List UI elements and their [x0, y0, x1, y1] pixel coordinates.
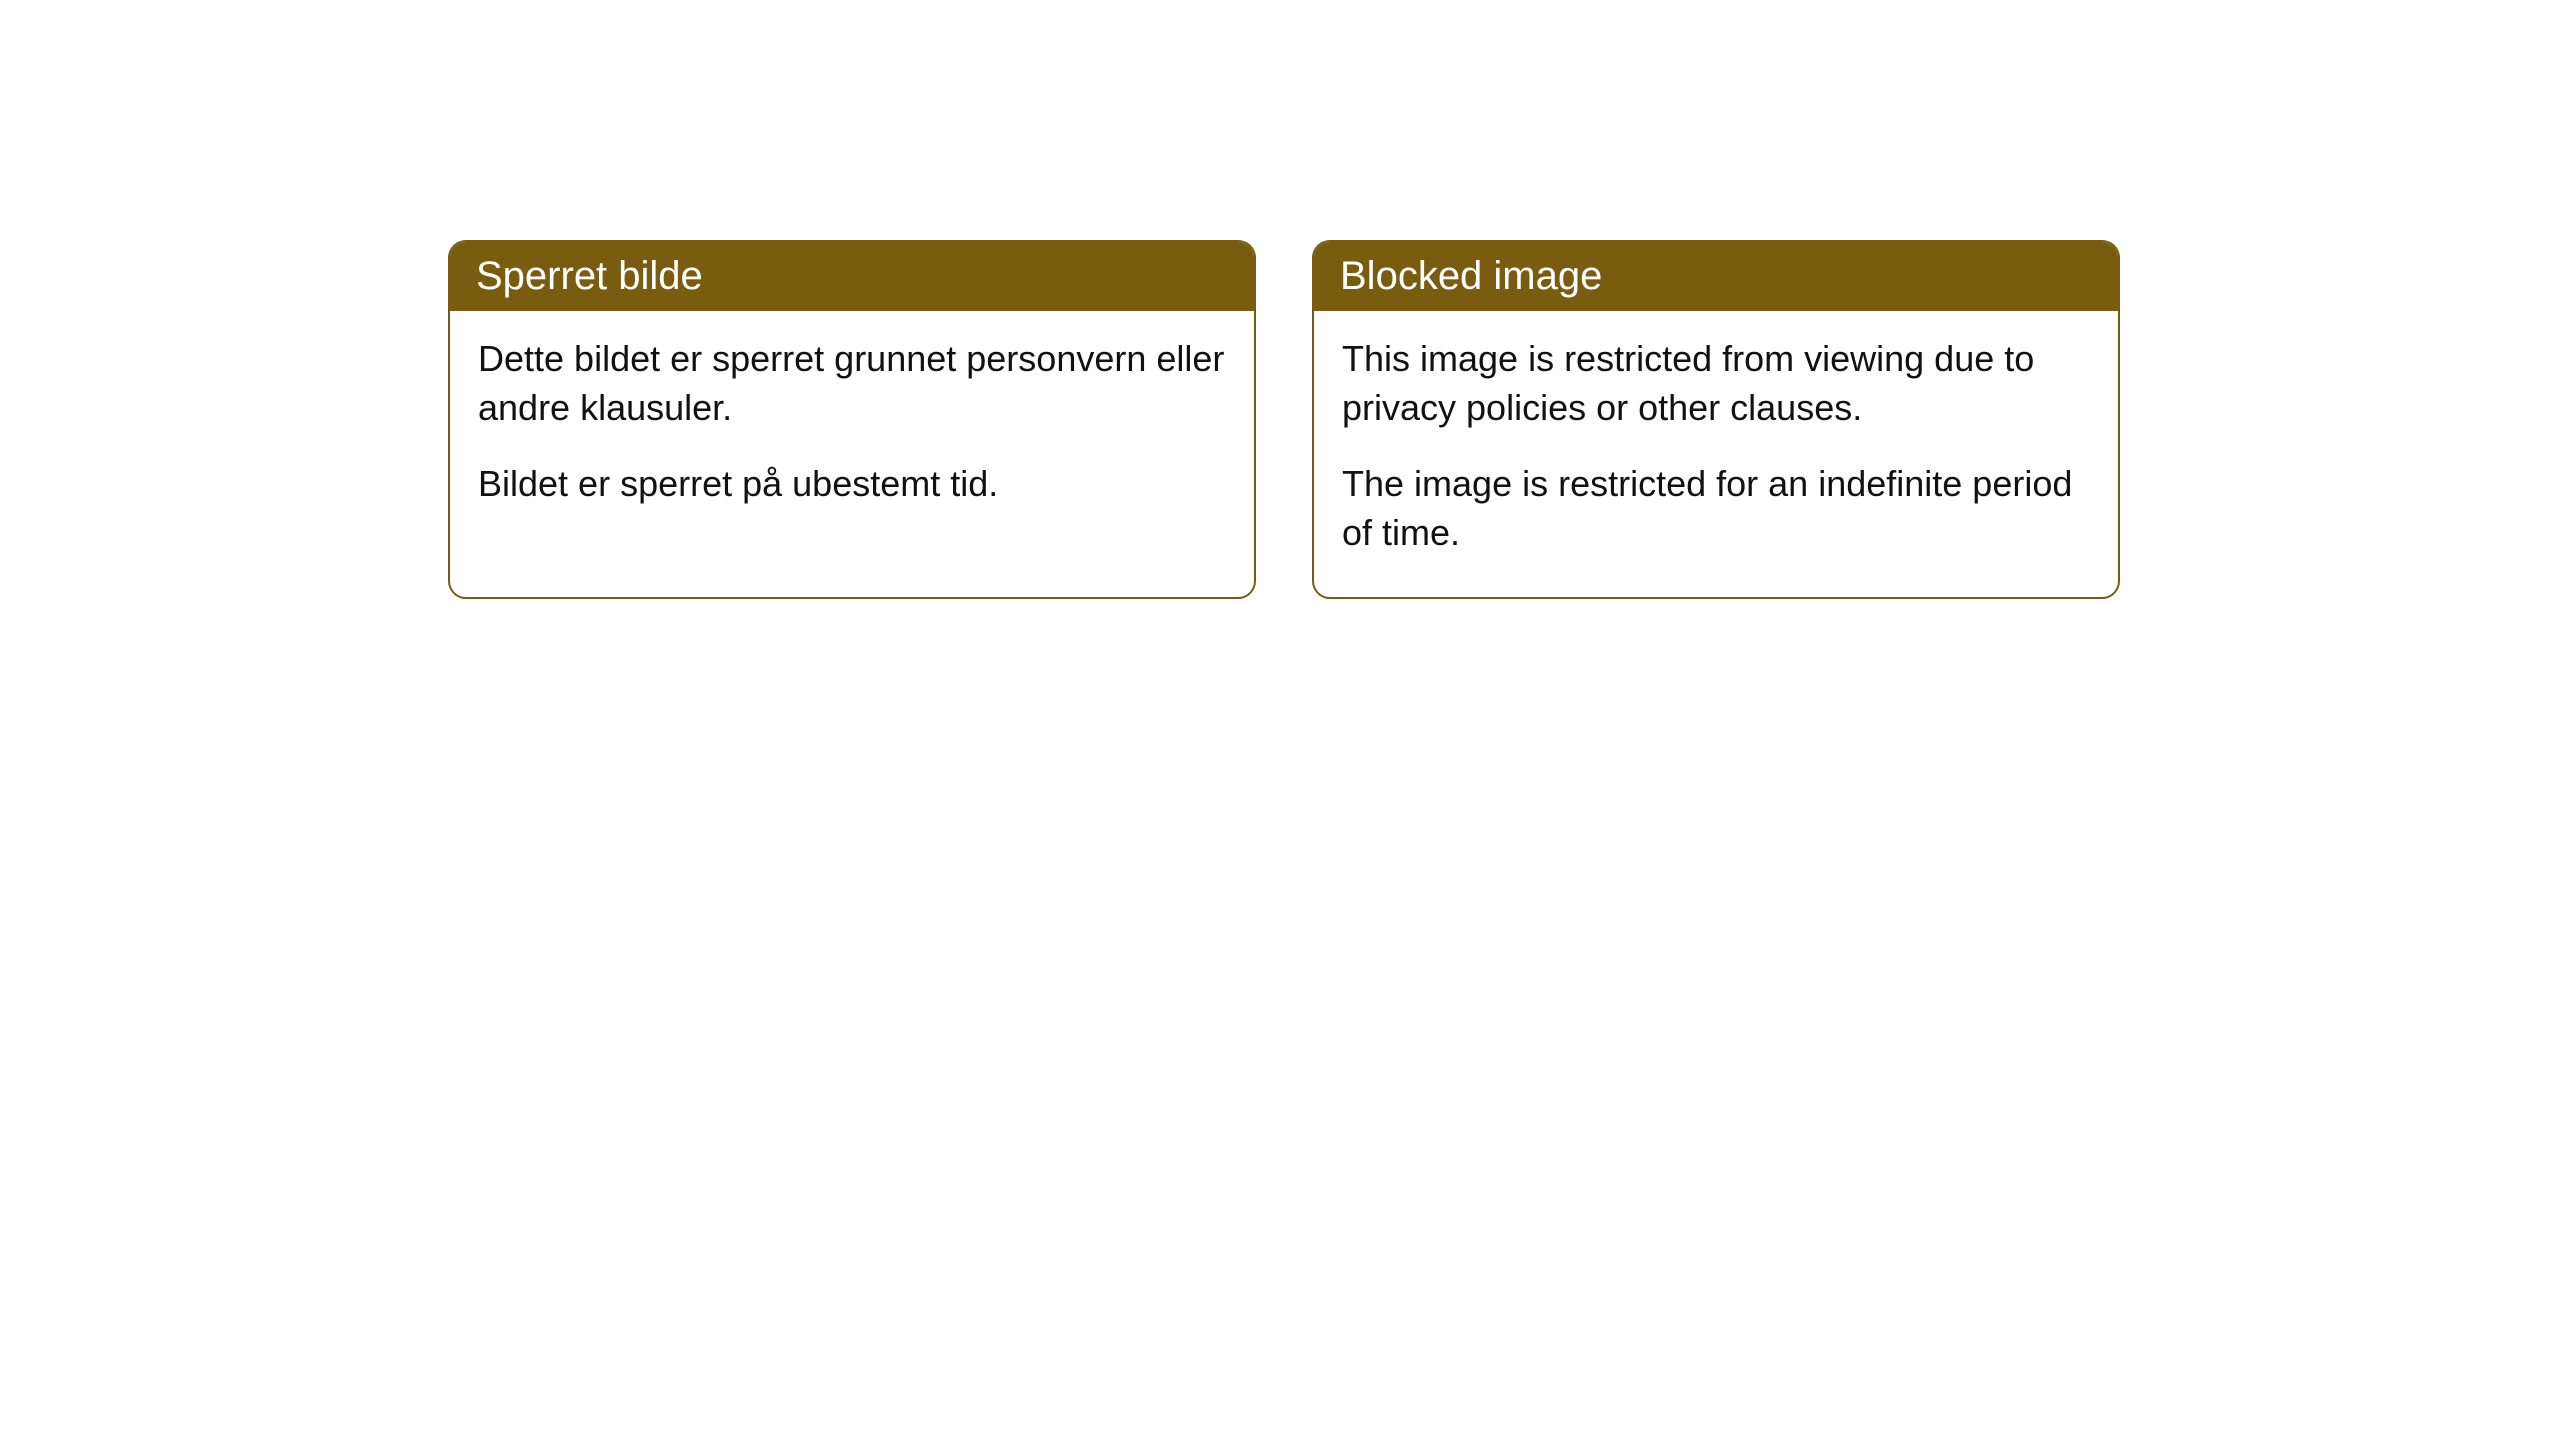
blocked-image-card-no: Sperret bilde Dette bildet er sperret gr… — [448, 240, 1256, 599]
card-title: Sperret bilde — [450, 242, 1254, 311]
blocked-image-card-en: Blocked image This image is restricted f… — [1312, 240, 2120, 599]
card-text: The image is restricted for an indefinit… — [1342, 460, 2090, 557]
card-text: Bildet er sperret på ubestemt tid. — [478, 460, 1226, 509]
card-text: Dette bildet er sperret grunnet personve… — [478, 335, 1226, 432]
notice-cards-container: Sperret bilde Dette bildet er sperret gr… — [448, 240, 2120, 599]
card-text: This image is restricted from viewing du… — [1342, 335, 2090, 432]
card-title: Blocked image — [1314, 242, 2118, 311]
card-body: This image is restricted from viewing du… — [1314, 311, 2118, 597]
card-body: Dette bildet er sperret grunnet personve… — [450, 311, 1254, 549]
